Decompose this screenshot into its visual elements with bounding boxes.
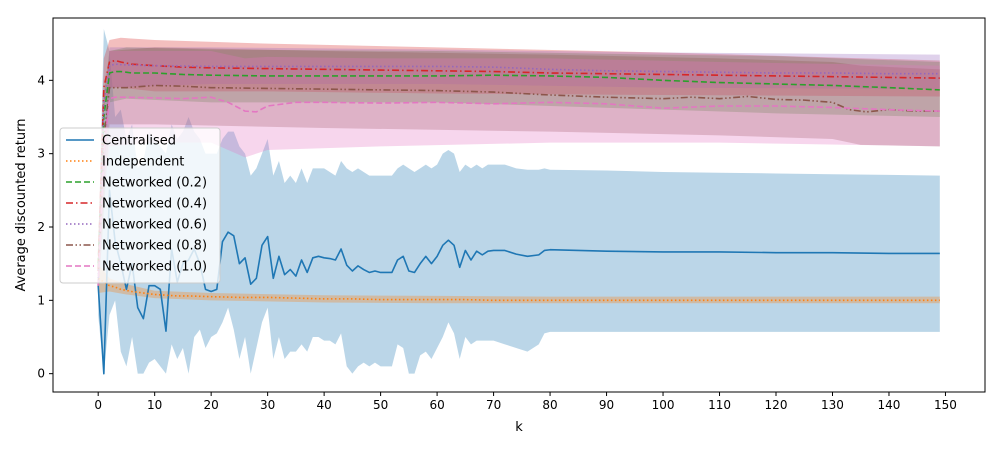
y-axis-ticks: 0 1 2 3 4 bbox=[37, 73, 53, 381]
legend-label-centralised: Centralised bbox=[102, 134, 176, 149]
line-networked-0-4 bbox=[97, 59, 940, 272]
x-tick-label: 60 bbox=[429, 398, 444, 412]
line-networked-0-2 bbox=[97, 70, 940, 264]
line-networked-1-0 bbox=[97, 96, 940, 286]
x-tick-label: 30 bbox=[260, 398, 275, 412]
legend-label-networked-0-6: Networked (0.6) bbox=[102, 218, 207, 233]
x-tick-label: 130 bbox=[821, 398, 844, 412]
x-tick-label: 70 bbox=[486, 398, 501, 412]
x-tick-label: 0 bbox=[94, 398, 102, 412]
x-tick-label: 150 bbox=[934, 398, 957, 412]
x-tick-label: 90 bbox=[599, 398, 614, 412]
x-tick-label: 140 bbox=[878, 398, 901, 412]
x-tick-label: 10 bbox=[147, 398, 162, 412]
legend-label-networked-0-4: Networked (0.4) bbox=[102, 197, 207, 212]
legend-label-networked-0-2: Networked (0.2) bbox=[102, 176, 207, 191]
plot-frame bbox=[52, 17, 986, 393]
legend-frame bbox=[59, 127, 221, 284]
y-axis-label: Average discounted return bbox=[14, 119, 29, 292]
band-independent bbox=[98, 263, 940, 304]
confidence-bands bbox=[98, 29, 940, 374]
band-networked-1-0 bbox=[98, 51, 940, 301]
y-tick-label: 0 bbox=[37, 367, 45, 381]
x-tick-label: 100 bbox=[652, 398, 675, 412]
legend-label-networked-1-0: Networked (1.0) bbox=[102, 260, 207, 275]
x-tick-label: 40 bbox=[316, 398, 331, 412]
band-centralised bbox=[98, 29, 940, 374]
band-networked-0-2 bbox=[98, 47, 940, 286]
line-networked-0-6 bbox=[97, 63, 940, 279]
x-axis-ticks: 0 10 20 30 40 50 60 70 80 90 100 110 120 130 140 150 bbox=[94, 392, 957, 412]
x-tick-label: 80 bbox=[542, 398, 557, 412]
legend-label-independent: Independent bbox=[102, 155, 184, 170]
band-networked-0-8 bbox=[98, 47, 940, 301]
x-tick-label: 110 bbox=[708, 398, 731, 412]
x-tick-label: 20 bbox=[204, 398, 219, 412]
legend-label-networked-0-8: Networked (0.8) bbox=[102, 239, 207, 254]
y-tick-label: 4 bbox=[37, 73, 45, 87]
band-networked-0-6 bbox=[98, 47, 940, 294]
x-tick-label: 50 bbox=[373, 398, 388, 412]
y-tick-label: 3 bbox=[37, 147, 45, 161]
line-networked-0-8 bbox=[97, 84, 940, 286]
y-tick-label: 2 bbox=[37, 220, 45, 234]
x-tick-label: 120 bbox=[765, 398, 788, 412]
band-networked-0-4 bbox=[98, 37, 940, 293]
y-tick-label: 1 bbox=[37, 293, 45, 307]
legend: Centralised Independent Networked (0.2) Net… bbox=[59, 127, 221, 284]
x-axis-label: k bbox=[515, 420, 523, 435]
series-lines bbox=[97, 59, 940, 375]
